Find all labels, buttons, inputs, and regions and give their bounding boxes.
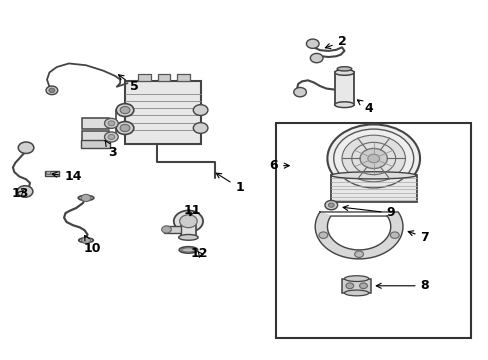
Circle shape: [161, 226, 171, 233]
Ellipse shape: [344, 290, 368, 296]
Bar: [45, 171, 50, 174]
Circle shape: [81, 194, 91, 202]
Ellipse shape: [78, 195, 94, 201]
Ellipse shape: [334, 69, 353, 75]
Bar: [330, 175, 416, 202]
Text: 4: 4: [357, 100, 372, 115]
Polygon shape: [315, 212, 402, 259]
Text: 8: 8: [375, 279, 428, 292]
Circle shape: [293, 87, 306, 97]
Circle shape: [327, 125, 419, 193]
Circle shape: [345, 283, 353, 289]
Circle shape: [354, 251, 363, 257]
Ellipse shape: [336, 67, 351, 71]
Circle shape: [104, 132, 118, 142]
Ellipse shape: [178, 234, 198, 240]
Circle shape: [120, 125, 130, 132]
Circle shape: [325, 201, 337, 210]
Bar: [181, 221, 195, 235]
Circle shape: [108, 134, 115, 139]
Circle shape: [108, 121, 115, 126]
Bar: [276, 123, 470, 338]
Text: 14: 14: [52, 170, 81, 183]
Bar: [82, 118, 109, 129]
Circle shape: [81, 237, 90, 243]
Text: 5: 5: [118, 75, 139, 93]
Circle shape: [116, 122, 134, 134]
Circle shape: [173, 211, 203, 232]
Bar: [177, 74, 189, 81]
Text: 10: 10: [83, 235, 101, 255]
Text: 6: 6: [269, 159, 288, 172]
Bar: [44, 171, 59, 176]
Circle shape: [120, 107, 130, 114]
Bar: [82, 131, 109, 143]
Bar: [341, 279, 370, 293]
Ellipse shape: [181, 248, 195, 252]
Bar: [334, 72, 353, 105]
Ellipse shape: [330, 172, 415, 179]
Circle shape: [17, 186, 33, 197]
Circle shape: [359, 283, 366, 289]
Bar: [125, 81, 200, 144]
Circle shape: [306, 39, 319, 48]
Text: 3: 3: [105, 140, 117, 158]
Circle shape: [116, 104, 134, 117]
Circle shape: [367, 154, 379, 163]
Bar: [81, 140, 110, 148]
Bar: [138, 74, 151, 81]
Circle shape: [359, 148, 386, 168]
Circle shape: [193, 123, 207, 134]
Text: 2: 2: [325, 35, 346, 49]
Circle shape: [389, 232, 398, 238]
Circle shape: [193, 105, 207, 116]
Circle shape: [18, 142, 34, 153]
Bar: [158, 74, 170, 81]
Circle shape: [49, 88, 55, 93]
Text: 7: 7: [407, 231, 428, 244]
Circle shape: [341, 135, 405, 182]
Ellipse shape: [179, 247, 197, 253]
Circle shape: [46, 86, 58, 95]
Text: 11: 11: [183, 204, 201, 217]
Text: 1: 1: [216, 173, 244, 194]
Text: 12: 12: [190, 247, 208, 260]
Circle shape: [328, 203, 333, 207]
Text: 13: 13: [12, 187, 29, 200]
Circle shape: [318, 232, 327, 238]
Circle shape: [104, 118, 118, 129]
Circle shape: [179, 215, 197, 228]
Ellipse shape: [334, 102, 353, 108]
Bar: [163, 226, 181, 233]
Ellipse shape: [344, 276, 368, 282]
Circle shape: [310, 53, 323, 63]
Text: 9: 9: [343, 206, 394, 220]
Ellipse shape: [79, 238, 93, 243]
